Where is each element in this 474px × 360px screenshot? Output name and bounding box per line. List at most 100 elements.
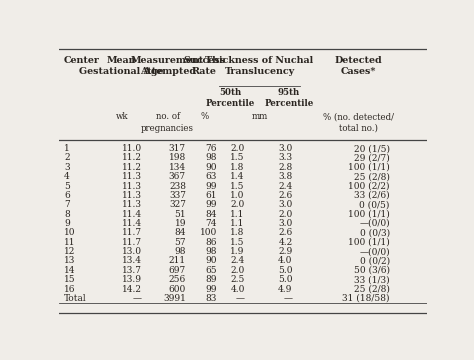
Text: 3.8: 3.8 xyxy=(278,172,292,181)
Text: 90: 90 xyxy=(206,163,217,172)
Text: 211: 211 xyxy=(169,256,186,265)
Text: 98: 98 xyxy=(206,153,217,162)
Text: 11.3: 11.3 xyxy=(122,191,142,200)
Text: 16: 16 xyxy=(64,284,75,293)
Text: 198: 198 xyxy=(169,153,186,162)
Text: 10: 10 xyxy=(64,228,75,237)
Text: 33 (1/3): 33 (1/3) xyxy=(354,275,390,284)
Text: 14.2: 14.2 xyxy=(122,284,142,293)
Text: 11.3: 11.3 xyxy=(122,172,142,181)
Text: 13: 13 xyxy=(64,256,75,265)
Text: —(0/0): —(0/0) xyxy=(359,247,390,256)
Text: 51: 51 xyxy=(174,210,186,219)
Text: 367: 367 xyxy=(169,172,186,181)
Text: 337: 337 xyxy=(169,191,186,200)
Text: 2.4: 2.4 xyxy=(278,181,292,190)
Text: 1.5: 1.5 xyxy=(230,181,245,190)
Text: 256: 256 xyxy=(169,275,186,284)
Text: 3: 3 xyxy=(64,163,70,172)
Text: no. of
pregnancies: no. of pregnancies xyxy=(141,112,194,132)
Text: 11.4: 11.4 xyxy=(122,219,142,228)
Text: 11.3: 11.3 xyxy=(122,200,142,209)
Text: 2.4: 2.4 xyxy=(230,256,245,265)
Text: 19: 19 xyxy=(174,219,186,228)
Text: 238: 238 xyxy=(169,181,186,190)
Text: 25 (2/8): 25 (2/8) xyxy=(354,172,390,181)
Text: 4.0: 4.0 xyxy=(278,256,292,265)
Text: 2: 2 xyxy=(64,153,70,162)
Text: 2.0: 2.0 xyxy=(230,144,245,153)
Text: 11.2: 11.2 xyxy=(122,163,142,172)
Text: 9: 9 xyxy=(64,219,70,228)
Text: 29 (2/7): 29 (2/7) xyxy=(354,153,390,162)
Text: —: — xyxy=(236,294,245,303)
Text: 74: 74 xyxy=(206,219,217,228)
Text: 98: 98 xyxy=(174,247,186,256)
Text: 11.7: 11.7 xyxy=(122,238,142,247)
Text: 31 (18/58): 31 (18/58) xyxy=(342,294,390,303)
Text: 13.7: 13.7 xyxy=(122,266,142,275)
Text: 2.6: 2.6 xyxy=(278,228,292,237)
Text: 76: 76 xyxy=(206,144,217,153)
Text: 3.0: 3.0 xyxy=(278,144,292,153)
Text: 50th
Percentile: 50th Percentile xyxy=(205,87,255,108)
Text: 0 (0/5): 0 (0/5) xyxy=(359,200,390,209)
Text: 4: 4 xyxy=(64,172,70,181)
Text: 84: 84 xyxy=(206,210,217,219)
Text: 11.7: 11.7 xyxy=(122,228,142,237)
Text: 65: 65 xyxy=(206,266,217,275)
Text: 100 (1/1): 100 (1/1) xyxy=(348,238,390,247)
Text: 95th
Percentile: 95th Percentile xyxy=(264,87,313,108)
Text: 4.2: 4.2 xyxy=(278,238,292,247)
Text: 13.0: 13.0 xyxy=(122,247,142,256)
Text: 2.0: 2.0 xyxy=(230,266,245,275)
Text: Thickness of Nuchal
Translucency: Thickness of Nuchal Translucency xyxy=(205,56,314,76)
Text: 99: 99 xyxy=(206,200,217,209)
Text: 20 (1/5): 20 (1/5) xyxy=(354,144,390,153)
Text: 0 (0/2): 0 (0/2) xyxy=(360,256,390,265)
Text: 99: 99 xyxy=(206,181,217,190)
Text: 86: 86 xyxy=(206,238,217,247)
Text: 5.0: 5.0 xyxy=(278,266,292,275)
Text: 84: 84 xyxy=(174,228,186,237)
Text: 4.0: 4.0 xyxy=(230,284,245,293)
Text: 8: 8 xyxy=(64,210,70,219)
Text: 3.0: 3.0 xyxy=(278,219,292,228)
Text: 63: 63 xyxy=(206,172,217,181)
Text: 5: 5 xyxy=(64,181,70,190)
Text: Detected
Cases*: Detected Cases* xyxy=(335,56,383,76)
Text: 2.9: 2.9 xyxy=(278,247,292,256)
Text: 1.4: 1.4 xyxy=(230,172,245,181)
Text: %: % xyxy=(200,112,209,121)
Text: 90: 90 xyxy=(206,256,217,265)
Text: 1.1: 1.1 xyxy=(230,219,245,228)
Text: 7: 7 xyxy=(64,200,70,209)
Text: 1.8: 1.8 xyxy=(230,228,245,237)
Text: Center: Center xyxy=(64,56,100,65)
Text: mm: mm xyxy=(251,112,268,121)
Text: 98: 98 xyxy=(206,247,217,256)
Text: 317: 317 xyxy=(169,144,186,153)
Text: 15: 15 xyxy=(64,275,76,284)
Text: 0 (0/3): 0 (0/3) xyxy=(360,228,390,237)
Text: 83: 83 xyxy=(206,294,217,303)
Text: 13.4: 13.4 xyxy=(122,256,142,265)
Text: —: — xyxy=(133,294,142,303)
Text: 1.5: 1.5 xyxy=(230,238,245,247)
Text: 134: 134 xyxy=(169,163,186,172)
Text: —: — xyxy=(283,294,292,303)
Text: 11.0: 11.0 xyxy=(122,144,142,153)
Text: 3.3: 3.3 xyxy=(278,153,292,162)
Text: 2.5: 2.5 xyxy=(230,275,245,284)
Text: 99: 99 xyxy=(206,284,217,293)
Text: 100: 100 xyxy=(200,228,217,237)
Text: 1.5: 1.5 xyxy=(230,153,245,162)
Text: 1.0: 1.0 xyxy=(230,191,245,200)
Text: wk: wk xyxy=(115,112,128,121)
Text: Total: Total xyxy=(64,294,87,303)
Text: 11.3: 11.3 xyxy=(122,181,142,190)
Text: 50 (3/6): 50 (3/6) xyxy=(354,266,390,275)
Text: Success
Rate: Success Rate xyxy=(183,56,225,76)
Text: 2.8: 2.8 xyxy=(278,163,292,172)
Text: 2.0: 2.0 xyxy=(230,200,245,209)
